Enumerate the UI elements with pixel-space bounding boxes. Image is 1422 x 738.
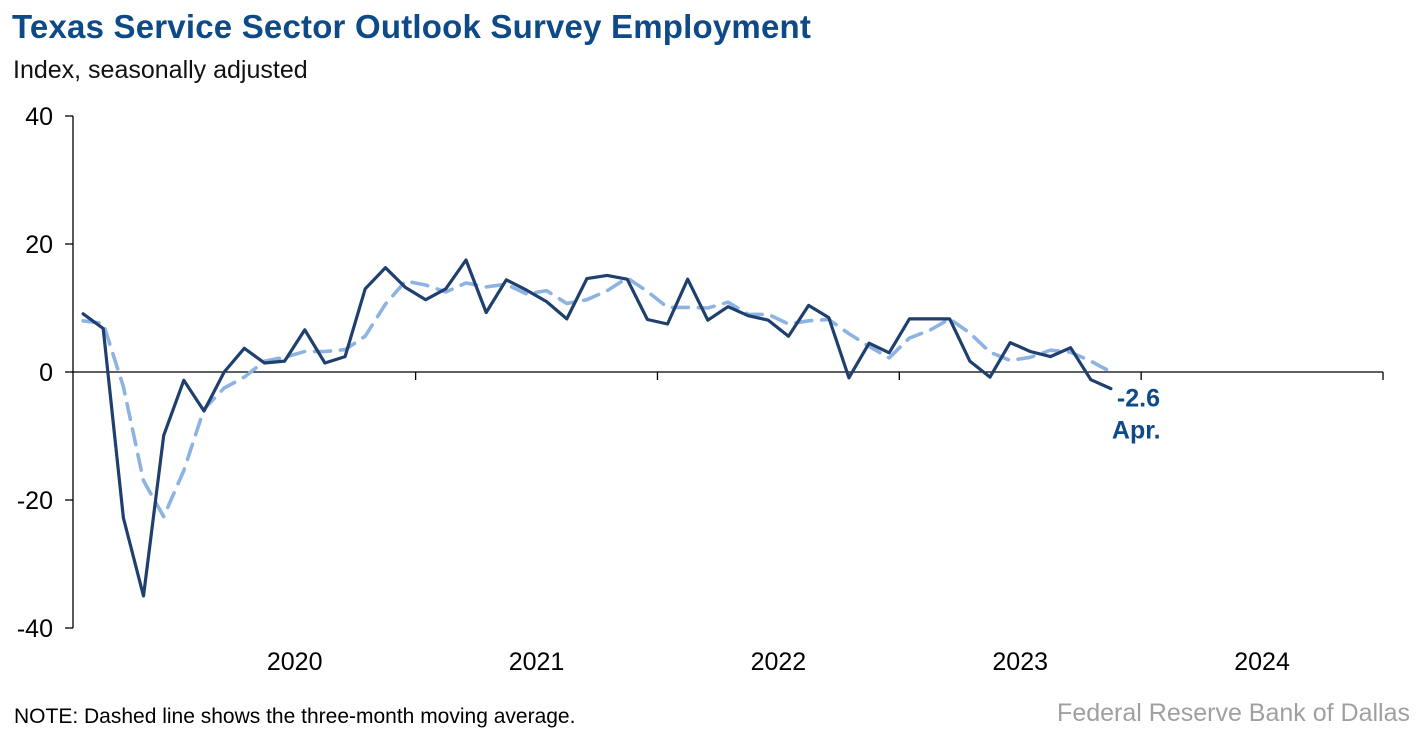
y-tick-label: -40: [17, 615, 53, 643]
last-month-label: Apr.: [1112, 417, 1161, 445]
x-tick-label: 2020: [267, 648, 323, 676]
chart-title: Texas Service Sector Outlook Survey Empl…: [12, 8, 812, 45]
footnote: NOTE: Dashed line shows the three-month …: [14, 705, 576, 728]
y-tick-label: 40: [25, 103, 53, 131]
annotations: -2.6 Apr.: [1112, 385, 1161, 445]
x-tick-label: 2024: [1234, 648, 1290, 676]
tick-labels: 40 20 0 -20 -40 2020 2021 2022 2023 2024: [17, 103, 1290, 676]
y-axis-label: Index, seasonally adjusted: [13, 56, 308, 84]
x-tick-label: 2021: [509, 648, 565, 676]
x-tick-label: 2022: [751, 648, 807, 676]
three-month-average-line: [81, 276, 1113, 519]
y-tick-label: 20: [25, 231, 53, 259]
employment-index-line: [81, 258, 1113, 598]
x-tick-label: 2023: [992, 648, 1048, 676]
series-group: [81, 258, 1113, 598]
last-value-label: -2.6: [1117, 385, 1160, 413]
source-credit: Federal Reserve Bank of Dallas: [1057, 699, 1410, 727]
y-tick-label: -20: [17, 487, 53, 515]
axes: [65, 115, 1384, 629]
y-tick-label: 0: [39, 359, 53, 387]
